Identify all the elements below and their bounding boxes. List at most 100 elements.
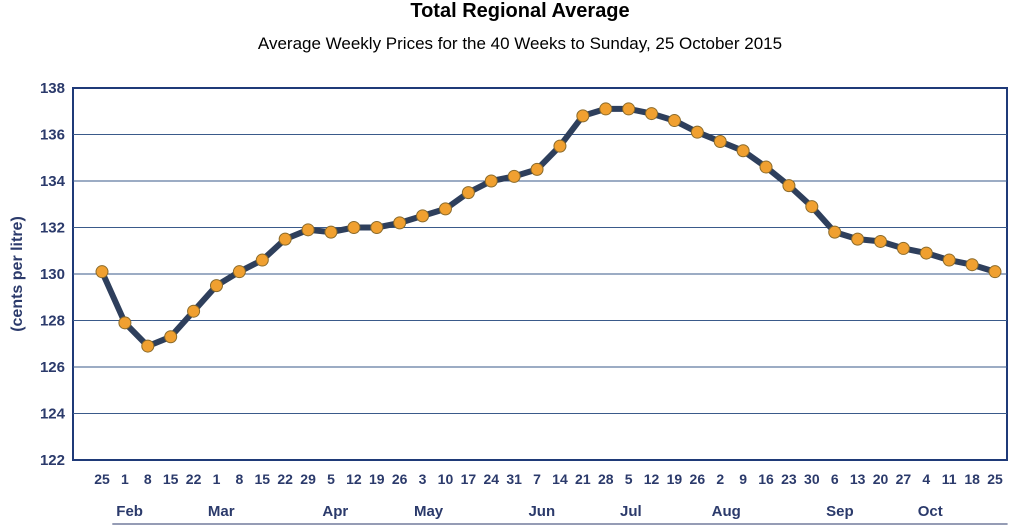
x-tick-label: 1 [213,471,221,487]
x-tick-label: 17 [461,471,477,487]
y-tick-label: 130 [40,266,65,283]
data-point [530,162,544,176]
data-point [187,304,201,318]
data-point [988,265,1002,279]
x-tick-label: 24 [483,471,499,487]
data-point [118,316,132,330]
x-tick-label: 3 [419,471,427,487]
data-point [95,265,109,279]
x-tick-label: 2 [716,471,724,487]
month-label: Oct [918,503,943,520]
x-tick-label: 27 [896,471,912,487]
x-tick-label: 26 [690,471,706,487]
data-point [896,241,910,255]
data-point [599,102,613,116]
data-point [324,225,338,239]
data-point [255,253,269,267]
data-point [645,107,659,121]
data-point [278,232,292,246]
x-tick-label: 16 [758,471,774,487]
x-tick-label: 15 [254,471,270,487]
x-tick-label: 5 [625,471,633,487]
x-tick-label: 11 [942,471,957,487]
series-polyline [99,105,998,350]
month-label: Jul [620,503,642,520]
x-tick-label: 22 [277,471,293,487]
x-tick-label: 10 [438,471,454,487]
data-point [370,221,384,234]
data-point [782,179,796,193]
x-tick-label: 25 [987,471,1003,487]
data-point [713,134,727,148]
x-tick-label: 5 [327,471,335,487]
month-label: Feb [116,503,143,520]
y-axis-ticks: 122 124 126 128 130 132 134 136 138 [40,80,66,469]
x-tick-label: 1 [121,471,129,487]
data-point [164,330,178,344]
x-tick-label: 6 [831,471,839,487]
x-tick-label: 15 [163,471,179,487]
data-point [759,160,773,174]
data-point [942,253,956,267]
data-point [805,200,819,214]
x-tick-label: 8 [235,471,243,487]
x-tick-label: 19 [667,471,683,487]
y-tick-label: 138 [40,80,65,97]
month-label: May [414,503,444,520]
series-line [99,105,998,350]
x-tick-label: 12 [644,471,660,487]
x-tick-label: 23 [781,471,797,487]
x-tick-label: 31 [506,471,522,487]
data-point [301,223,315,237]
x-tick-label: 14 [552,471,568,487]
data-point [416,209,430,223]
x-tick-label: 7 [533,471,541,487]
x-tick-label: 25 [94,471,110,487]
x-tick-label: 26 [392,471,408,487]
y-tick-label: 132 [40,220,65,237]
month-label: Aug [712,503,741,520]
x-tick-label: 19 [369,471,385,487]
x-tick-label: 22 [186,471,202,487]
x-axis-ticks: 25 1 8 15 22 1 8 15 22 29 5 12 19 26 3 10 17 24 31 7 14 21 28 5… [94,471,1003,487]
series-markers [95,102,1002,353]
data-point [484,174,498,188]
x-tick-label: 8 [144,471,152,487]
data-point [393,216,407,230]
data-point [553,139,567,153]
month-label: Sep [826,503,854,520]
y-tick-label: 128 [40,313,65,330]
y-tick-label: 122 [40,452,65,469]
month-label: Jun [528,503,555,520]
data-point [141,339,155,353]
x-tick-label: 20 [873,471,889,487]
data-point [576,109,590,123]
x-tick-label: 12 [346,471,362,487]
data-point [232,265,246,279]
y-tick-label: 126 [40,359,65,376]
data-point [965,258,979,272]
x-tick-label: 28 [598,471,614,487]
data-point [438,202,452,216]
data-point [690,125,704,139]
x-tick-label: 30 [804,471,820,487]
month-label: Apr [322,503,348,520]
y-tick-label: 124 [40,406,66,423]
month-label: Mar [208,503,235,520]
y-tick-label: 134 [40,173,66,190]
chart-subtitle: Average Weekly Prices for the 40 Weeks t… [257,34,783,53]
data-point [919,246,933,260]
data-point [347,221,361,234]
y-axis-label: (cents per litre) [9,216,26,332]
data-point [874,234,888,248]
data-point [667,114,681,128]
chart-title: Total Regional Average [410,0,630,22]
data-point [461,186,475,200]
x-tick-label: 9 [739,471,747,487]
x-tick-label: 18 [964,471,980,487]
data-point [209,279,223,293]
month-labels: Feb Mar Apr May Jun Jul Aug Sep Oct [112,503,1008,525]
gridlines [73,134,1007,414]
x-tick-label: 13 [850,471,866,487]
